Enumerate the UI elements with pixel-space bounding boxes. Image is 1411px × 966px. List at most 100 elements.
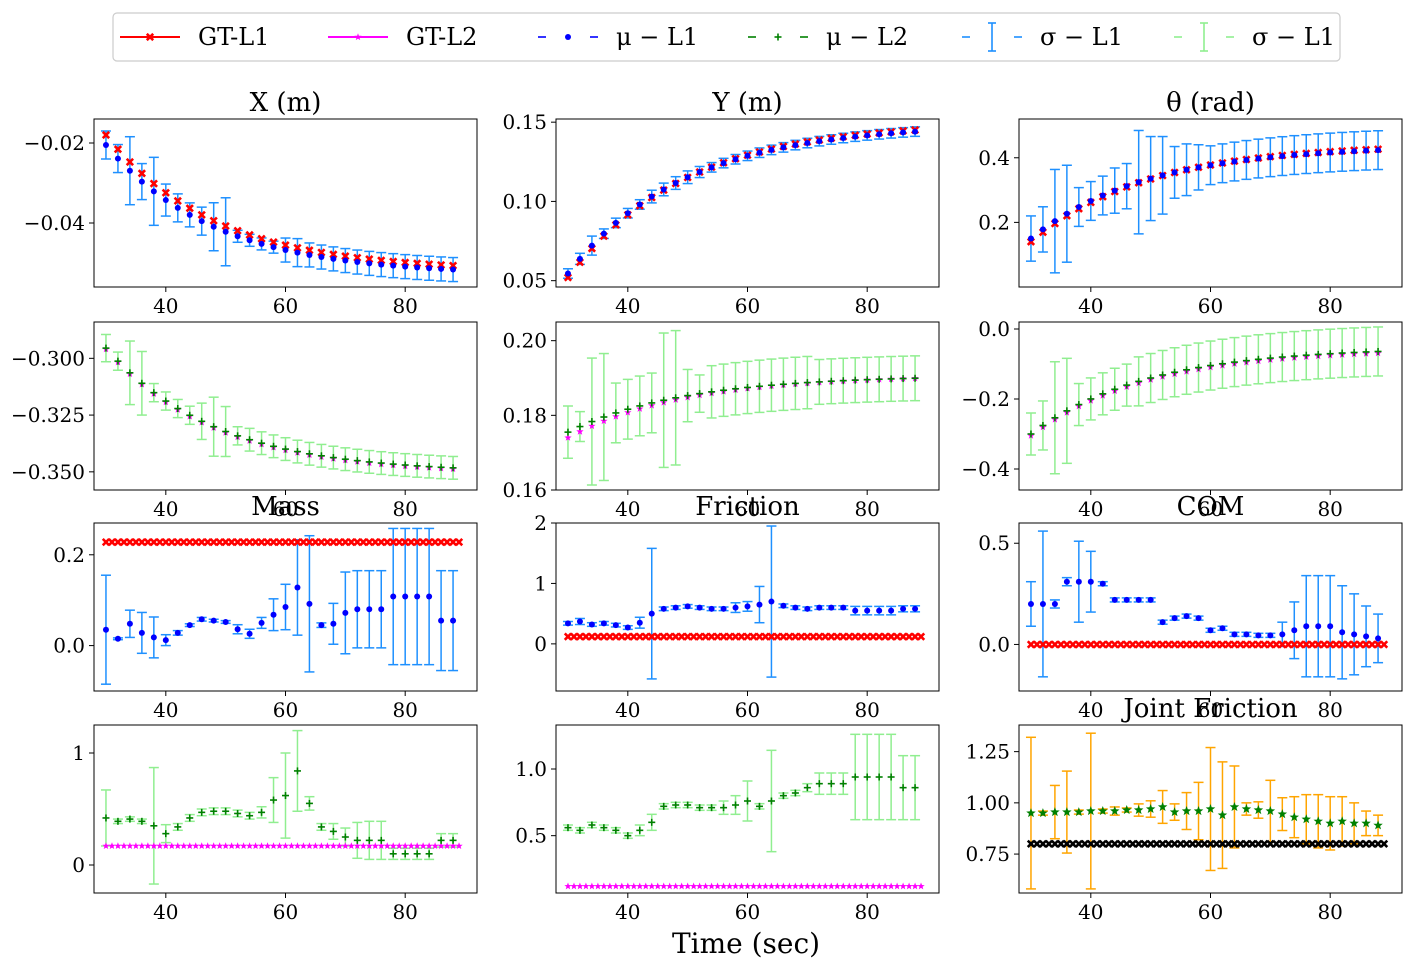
error-bars xyxy=(1025,326,1384,475)
mean-point xyxy=(413,850,421,858)
mean-point xyxy=(1303,151,1310,158)
gt-point xyxy=(341,842,349,849)
mean-point xyxy=(876,131,883,138)
mean-point xyxy=(246,237,253,244)
mean-point xyxy=(1159,172,1166,179)
x-tick-label: 60 xyxy=(273,698,298,722)
gt-point xyxy=(329,250,338,259)
mean-point xyxy=(282,445,289,453)
mean-point xyxy=(414,264,421,271)
error-bars xyxy=(100,130,459,283)
mean-point xyxy=(450,266,457,273)
mean-point xyxy=(402,263,409,270)
gt-point xyxy=(425,842,433,849)
mean-point xyxy=(1253,805,1264,815)
mean-series xyxy=(102,584,457,644)
mean-point xyxy=(1087,578,1094,585)
gt-point xyxy=(281,842,290,849)
x-tick-label: 60 xyxy=(273,900,298,924)
gt-point xyxy=(636,882,644,890)
mean-point xyxy=(114,817,122,825)
gt-point xyxy=(576,882,584,890)
mean-point xyxy=(755,382,763,390)
mean-point xyxy=(1242,357,1250,365)
y-tick-label: 0.16 xyxy=(502,478,547,502)
gt-point xyxy=(353,253,362,262)
x-tick-label: 80 xyxy=(854,294,879,318)
gt-point xyxy=(767,882,776,890)
mean-point xyxy=(1351,148,1358,155)
mean-point xyxy=(672,604,679,611)
gt-point xyxy=(156,842,164,849)
y-tick-label: 0.0 xyxy=(978,632,1010,656)
error-bars xyxy=(100,333,459,480)
x-tick-label: 40 xyxy=(153,900,178,924)
y-tick-label: 0.0 xyxy=(978,317,1010,341)
axes-frame xyxy=(555,118,940,288)
mean-point xyxy=(246,812,254,820)
gt-point xyxy=(708,882,716,890)
mean-point xyxy=(1375,635,1382,642)
mean-point xyxy=(378,606,385,613)
mean-point xyxy=(389,850,397,858)
gt-point xyxy=(797,882,805,890)
gt-point xyxy=(173,196,182,206)
gt-point xyxy=(905,882,913,890)
mean-point xyxy=(840,604,847,611)
mean-point xyxy=(708,164,715,171)
mean-point xyxy=(426,265,433,272)
mean-point xyxy=(576,826,584,834)
x-tick-label: 40 xyxy=(1078,294,1103,318)
mean-point xyxy=(282,792,289,800)
gt-point xyxy=(827,882,835,890)
mean-point xyxy=(377,836,385,844)
mean-point xyxy=(318,622,325,629)
mean-point xyxy=(258,240,265,247)
mean-point xyxy=(1051,414,1059,422)
mean-point xyxy=(1267,154,1274,161)
mean-series xyxy=(564,128,919,277)
mean-point xyxy=(1291,627,1298,634)
mean-point xyxy=(636,201,643,208)
mean-point xyxy=(600,824,608,832)
mean-point xyxy=(1051,600,1058,607)
mean-point xyxy=(1339,148,1346,155)
mean-point xyxy=(648,818,656,826)
subplot-title: Joint Friction xyxy=(1120,694,1298,724)
mean-point xyxy=(888,130,895,137)
gt-point xyxy=(353,842,361,849)
mean-point xyxy=(1267,632,1274,639)
mean-point xyxy=(624,832,632,840)
gt-point xyxy=(347,842,355,849)
mean-point xyxy=(1147,175,1154,182)
mean-point xyxy=(1254,355,1262,363)
y-tick-label: −0.350 xyxy=(11,460,85,484)
mean-point xyxy=(1231,158,1238,165)
mean-point xyxy=(864,607,871,614)
gt-point xyxy=(137,169,146,178)
mean-point xyxy=(174,629,181,636)
gt-point xyxy=(204,842,212,849)
mean-point xyxy=(162,197,169,204)
legend-item: σ − L1 xyxy=(962,22,1123,52)
mean-point xyxy=(1171,615,1178,622)
gt-point xyxy=(911,882,919,890)
mean-point xyxy=(341,455,349,463)
gt-point xyxy=(305,246,314,255)
gt-point xyxy=(365,254,374,264)
legend-item: GT-L2 xyxy=(328,23,477,51)
gt-point xyxy=(714,882,722,890)
y-tick-label: 0.5 xyxy=(978,531,1010,555)
mean-point xyxy=(366,606,373,613)
gt-point xyxy=(672,882,680,890)
gt-point xyxy=(257,234,266,243)
mean-point xyxy=(792,142,799,149)
mean-point xyxy=(696,604,703,611)
mean-point xyxy=(186,814,194,822)
axes-frame xyxy=(1018,522,1403,692)
mean-point xyxy=(150,389,158,397)
mean-point xyxy=(648,610,655,617)
mean-point xyxy=(612,622,619,629)
x-tick-label: 40 xyxy=(153,497,178,521)
gt-point xyxy=(102,842,110,849)
